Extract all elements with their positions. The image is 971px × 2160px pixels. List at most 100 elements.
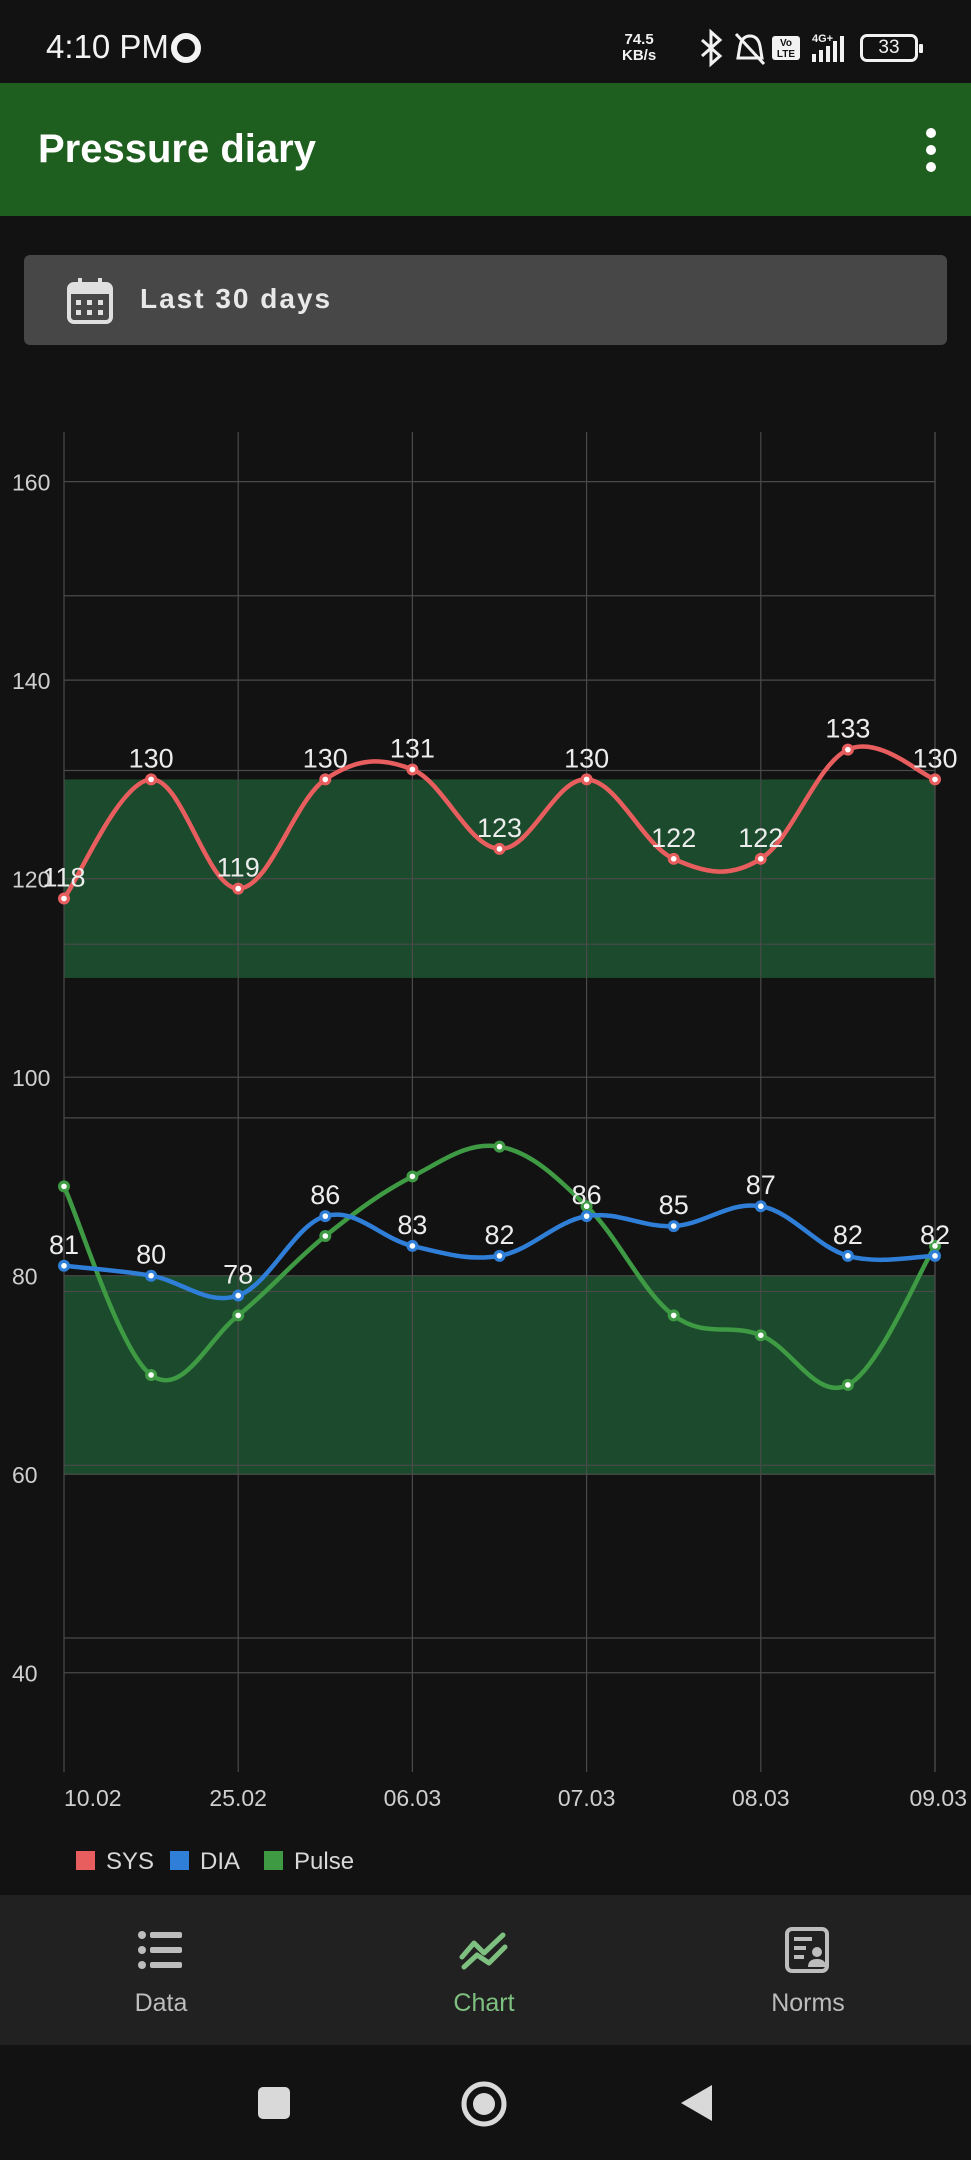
data-label: 81 (49, 1230, 79, 1260)
more-vertical-icon[interactable] (921, 127, 941, 173)
x-tick-label: 08.03 (732, 1785, 790, 1811)
y-tick-label: 160 (12, 470, 50, 496)
data-label: 119 (217, 853, 260, 883)
data-label: 78 (223, 1260, 253, 1290)
calendar-icon (67, 278, 113, 324)
data-label: 130 (129, 743, 174, 773)
data-point-center (583, 776, 590, 783)
volte-icon: Vo LTE (772, 36, 800, 60)
signal-icon: 4G+ (812, 33, 844, 62)
notification-ring-icon (171, 33, 201, 63)
nav-chart-label: Chart (453, 1989, 515, 2017)
data-label: 133 (825, 714, 870, 744)
status-icons: Vo LTE 4G+ (701, 28, 844, 68)
battery-icon: 33 (860, 34, 923, 62)
data-point-center (670, 1312, 677, 1319)
chart-svg: 160 140 120 100 80 60 40 10.02 25.02 06.03 07.03 08… (12, 432, 967, 1875)
norms-icon (785, 1927, 829, 1973)
data-point-center (845, 1382, 851, 1388)
data-point-center (61, 1183, 67, 1190)
list-icon (138, 1931, 182, 1969)
series-line-sys (61, 744, 938, 901)
data-label: 85 (659, 1190, 689, 1220)
y-tick-label: 80 (12, 1264, 38, 1290)
data-point-center (758, 856, 764, 862)
data-label: 80 (136, 1240, 166, 1270)
legend-label: SYS (106, 1848, 154, 1875)
date-range-label: Last 30 days (140, 283, 333, 314)
y-tick-label: 40 (12, 1661, 38, 1687)
recents-button[interactable] (256, 2085, 292, 2121)
data-point-center (322, 1233, 329, 1239)
data-point-center (496, 1143, 503, 1150)
data-point-center (235, 1312, 241, 1319)
x-tick-label: 07.03 (558, 1785, 616, 1811)
data-label: 82 (920, 1220, 950, 1250)
nav-norms[interactable]: Norms (698, 1895, 918, 2045)
data-point-center (235, 1292, 241, 1299)
data-label: 86 (572, 1180, 602, 1210)
data-point-center (670, 856, 677, 862)
date-range-button[interactable]: Last 30 days (24, 255, 947, 345)
home-button[interactable] (460, 2080, 508, 2128)
x-tick-label: 25.02 (209, 1785, 267, 1811)
chart-icon (459, 1932, 508, 1970)
data-label: 86 (310, 1180, 340, 1210)
system-navigation (0, 2045, 971, 2160)
nav-norms-label: Norms (771, 1989, 845, 2017)
svg-text:Vo: Vo (780, 38, 792, 49)
y-tick-label: 120 (12, 867, 50, 893)
data-point-center (322, 1213, 329, 1219)
data-label: 118 (42, 863, 85, 893)
data-point-center (322, 776, 329, 783)
data-point-center (758, 1203, 764, 1210)
data-point-center (409, 766, 416, 773)
data-label: 122 (651, 823, 696, 853)
y-tick-label: 140 (12, 668, 50, 694)
legend-label: DIA (200, 1848, 240, 1875)
page-title: Pressure diary (38, 127, 316, 171)
nav-data-label: Data (134, 1989, 188, 2017)
bluetooth-icon (701, 28, 723, 68)
data-label: 123 (477, 813, 522, 843)
data-point-center (583, 1203, 590, 1210)
legend-swatch (170, 1851, 189, 1870)
legend-label: Pulse (294, 1848, 354, 1875)
x-tick-label: 10.02 (64, 1785, 122, 1811)
data-point-center (845, 746, 851, 753)
data-label: 87 (746, 1170, 776, 1200)
data-point-center (409, 1173, 416, 1180)
data-label: 122 (738, 823, 783, 853)
x-tick-label: 06.03 (384, 1785, 442, 1811)
bell-muted-icon (734, 32, 766, 66)
data-point-center (670, 1223, 677, 1229)
back-button[interactable] (678, 2083, 716, 2123)
data-point-center (845, 1253, 851, 1259)
x-tick-label: 09.03 (909, 1785, 967, 1811)
svg-text:4G+: 4G+ (812, 33, 833, 45)
nav-data[interactable]: Data (51, 1895, 271, 2045)
data-label: 130 (564, 743, 609, 773)
y-tick-label: 100 (12, 1065, 50, 1091)
data-point-center (235, 885, 241, 892)
data-point-center (148, 1372, 154, 1378)
legend-swatch (76, 1851, 95, 1870)
data-label: 130 (303, 743, 348, 773)
data-point-center (583, 1213, 590, 1219)
data-point-center (148, 776, 154, 783)
nav-chart[interactable]: Chart (374, 1895, 594, 2045)
data-label: 131 (390, 733, 435, 763)
y-tick-label: 60 (12, 1462, 38, 1488)
data-label: 82 (484, 1220, 514, 1250)
network-speed-unit: KB/s (622, 47, 657, 64)
status-time: 4:10 PM (46, 28, 169, 65)
app-bar: Pressure diary (0, 83, 971, 216)
data-label: 82 (833, 1220, 863, 1250)
legend-swatch (264, 1851, 283, 1870)
status-bar: 4:10 PM 74.5 KB/s Vo LTE 4G+ 33 (0, 0, 971, 83)
data-label: 83 (397, 1210, 427, 1240)
data-point-center (496, 1253, 503, 1259)
data-point-center (61, 895, 67, 902)
data-point-center (932, 776, 938, 783)
pressure-chart: 160 140 120 100 80 60 40 10.02 25.02 06.03 07.03 08… (0, 390, 971, 1890)
